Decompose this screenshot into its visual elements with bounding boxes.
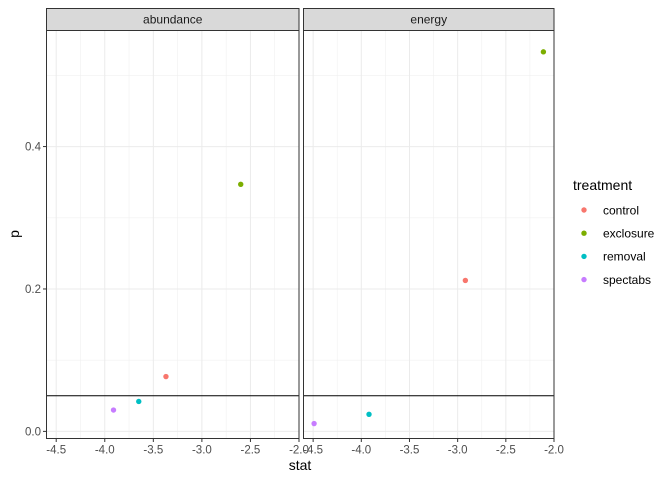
- x-tick-label: -4.5: [46, 445, 66, 457]
- legend-title: treatment: [573, 177, 632, 193]
- legend-label-spectabs: spectabs: [603, 273, 651, 287]
- point-removal: [136, 398, 142, 405]
- legend-key-removal: [581, 253, 587, 260]
- legend-label-exclosure: exclosure: [603, 227, 655, 241]
- point-exclosure: [238, 181, 244, 188]
- x-tick-label: -2.5: [241, 445, 261, 457]
- legend-label-control: control: [603, 203, 639, 217]
- legend-key-exclosure: [581, 230, 587, 236]
- x-tick-label: -4.5: [303, 445, 323, 457]
- legend-key-spectabs: [581, 276, 587, 283]
- x-axis-title: stat: [289, 457, 312, 473]
- y-tick-label: 0.4: [25, 142, 42, 154]
- point-control: [163, 373, 169, 380]
- point-exclosure: [540, 49, 547, 55]
- panel-border: [303, 30, 555, 439]
- y-tick-label: 0.2: [25, 284, 41, 296]
- panel-background: [303, 30, 554, 439]
- x-tick-label: -3.0: [448, 445, 468, 457]
- x-tick-label: -4.0: [95, 445, 115, 457]
- y-tick-label: 0.0: [25, 426, 41, 438]
- panel-border: [46, 30, 300, 439]
- x-tick-label: -2.0: [289, 445, 309, 457]
- point-control: [462, 277, 469, 284]
- x-tick-label: -2.0: [544, 445, 564, 457]
- x-tick-label: -3.5: [400, 445, 420, 457]
- x-tick-label: -2.5: [496, 445, 516, 457]
- x-tick-label: -4.0: [351, 445, 371, 457]
- x-tick-label: -3.5: [143, 445, 163, 457]
- point-removal: [366, 411, 372, 417]
- facet-strip-label: abundance: [143, 13, 203, 27]
- x-tick-label: -3.0: [192, 445, 212, 457]
- facet-strip-label: energy: [410, 13, 447, 27]
- point-spectabs: [110, 407, 117, 413]
- y-axis-title: p: [6, 230, 22, 238]
- legend-key-control: [581, 207, 587, 213]
- legend-label-removal: removal: [603, 250, 646, 264]
- panel-background: [46, 30, 299, 439]
- point-spectabs: [311, 420, 317, 427]
